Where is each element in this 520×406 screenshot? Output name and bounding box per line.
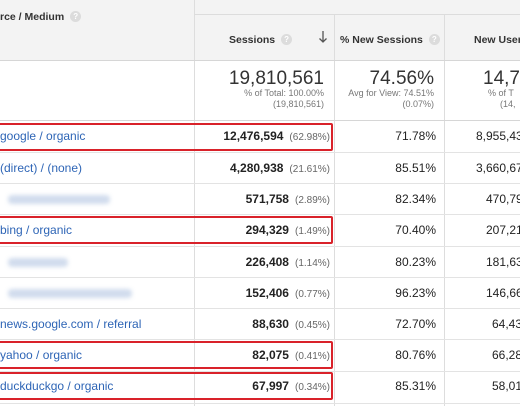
new-sessions-header[interactable]: % New Sessions? <box>340 34 440 46</box>
help-icon[interactable]: ? <box>281 34 293 45</box>
avg-new-sessions-delta: (0.07%) <box>402 99 434 109</box>
table-row: news.google.com / referral 88,630 (0.45%)… <box>0 309 520 339</box>
table-row: google / organic 12,476,594 (62.98%) 71.7… <box>0 121 520 152</box>
avg-new-sessions: Avg for View: 74.51% <box>348 88 434 98</box>
help-icon[interactable]: ? <box>428 34 440 45</box>
source-medium-header[interactable]: rce / Medium? <box>0 11 82 23</box>
redacted-source <box>8 195 110 204</box>
sessions-value: 12,476,594 (62.98%) <box>223 129 330 143</box>
sessions-value: 152,406 (0.77%) <box>245 286 330 300</box>
new-users-value: 3,660,67 <box>476 161 520 175</box>
metric-header-bg <box>194 14 520 60</box>
help-icon[interactable]: ? <box>70 11 82 22</box>
sessions-value: 294,329 (1.49%) <box>245 223 330 237</box>
table-row: 152,406 (0.77%) 96.23% 146,66 <box>0 278 520 308</box>
table-row: duckduckgo / organic 67,997 (0.34%) 85.31… <box>0 372 520 403</box>
total-new-users-share: % of T <box>488 88 514 98</box>
new-sessions-value: 85.51% <box>395 161 436 175</box>
new-sessions-value: 85.31% <box>395 379 436 393</box>
new-sessions-value: 96.23% <box>395 286 436 300</box>
header-top-strip <box>194 0 520 14</box>
redacted-source <box>8 289 132 298</box>
new-sessions-value: 80.76% <box>395 348 436 362</box>
sessions-header[interactable]: Sessions? <box>229 34 293 46</box>
sessions-value: 67,997 (0.34%) <box>252 379 330 393</box>
new-users-value: 207,21 <box>486 223 520 237</box>
highlight-box <box>0 123 333 151</box>
new-users-value: 8,955,43 <box>476 129 520 143</box>
new-users-value: 146,66 <box>486 286 520 300</box>
total-new-users-count: (14, <box>500 99 516 109</box>
total-sessions-share: % of Total: 100.00% <box>244 88 324 98</box>
source-link[interactable]: news.google.com / referral <box>0 317 142 331</box>
new-users-value: 64,43 <box>492 317 520 331</box>
new-users-value: 66,28 <box>492 348 520 362</box>
source-link[interactable]: duckduckgo / organic <box>0 379 114 393</box>
new-sessions-value: 72.70% <box>395 317 436 331</box>
highlight-box <box>0 341 333 369</box>
source-link[interactable]: yahoo / organic <box>0 348 83 362</box>
table-row: bing / organic 294,329 (1.49%) 70.40% 207… <box>0 215 520 246</box>
new-users-value: 58,01 <box>492 379 520 393</box>
table-row: (direct) / (none) 4,280,938 (21.61%) 85.5… <box>0 153 520 183</box>
highlight-box <box>0 216 333 244</box>
source-link[interactable]: bing / organic <box>0 223 73 237</box>
new-users-header[interactable]: New Users <box>474 34 520 46</box>
total-new-sessions: 74.56% <box>369 68 434 89</box>
sessions-value: 4,280,938 (21.61%) <box>230 161 330 175</box>
sessions-value: 226,408 (1.14%) <box>245 255 330 269</box>
new-sessions-value: 71.78% <box>395 129 436 143</box>
new-users-value: 181,63 <box>486 255 520 269</box>
source-link[interactable]: (direct) / (none) <box>0 161 83 175</box>
table-row: 571,758 (2.89%) 82.34% 470,79 <box>0 184 520 214</box>
sessions-value: 82,075 (0.41%) <box>252 348 330 362</box>
source-medium-header-bg <box>0 0 194 60</box>
total-sessions: 19,810,561 <box>228 68 324 89</box>
redacted-source <box>8 258 68 267</box>
table-row: 226,408 (1.14%) 80.23% 181,63 <box>0 247 520 277</box>
highlight-box <box>0 372 333 400</box>
new-sessions-value: 82.34% <box>395 192 436 206</box>
new-sessions-value: 80.23% <box>395 255 436 269</box>
new-users-value: 470,79 <box>486 192 520 206</box>
sessions-value: 571,758 (2.89%) <box>245 192 330 206</box>
source-link[interactable]: google / organic <box>0 129 86 143</box>
sessions-value: 88,630 (0.45%) <box>252 317 330 331</box>
total-sessions-count: (19,810,561) <box>272 99 324 109</box>
new-sessions-value: 70.40% <box>395 223 436 237</box>
table-row: yahoo / organic 82,075 (0.41%) 80.76% 66,… <box>0 340 520 371</box>
total-new-users: 14,7 <box>483 68 520 89</box>
sort-descending-icon[interactable] <box>318 30 328 49</box>
